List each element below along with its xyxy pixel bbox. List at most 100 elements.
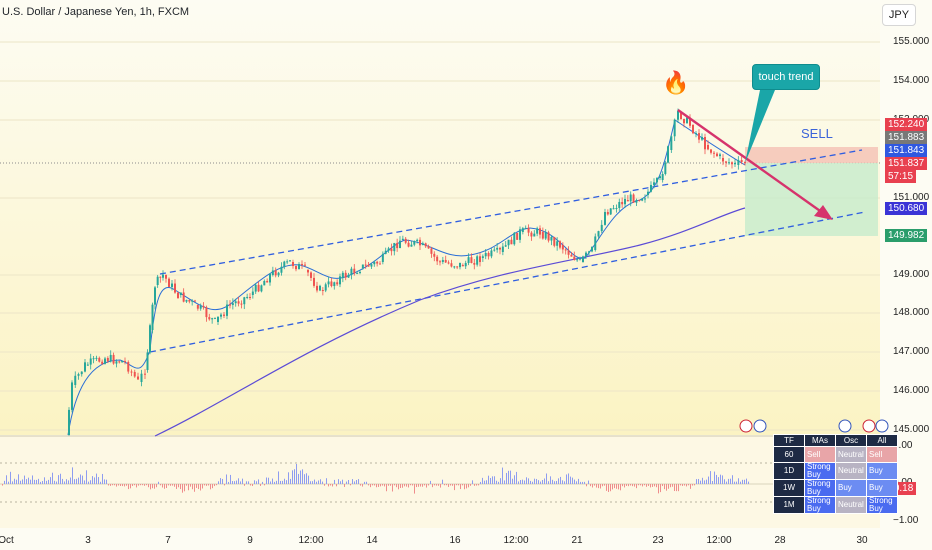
histogram-bar — [630, 484, 631, 486]
cell-tf: 1W — [773, 479, 805, 497]
histogram-bar — [230, 474, 231, 484]
histogram-bar — [390, 484, 391, 486]
currency-button[interactable]: JPY — [882, 4, 916, 26]
symbol-title[interactable]: U.S. Dollar / Japanese Yen, 1h, FXCM — [2, 6, 190, 18]
histogram-bar — [502, 467, 503, 484]
histogram-bar — [30, 479, 31, 484]
candle-body — [106, 358, 109, 362]
histogram-bar — [558, 478, 559, 484]
histogram-bar — [196, 484, 197, 488]
histogram-bar — [290, 478, 291, 484]
histogram-bar — [678, 484, 679, 492]
candle-body — [507, 239, 510, 246]
table-row: 1M Strong Buy Neutral Strong Buy — [773, 496, 898, 514]
candle-body — [626, 200, 629, 202]
candle-body — [86, 364, 89, 366]
histogram-bar — [88, 481, 89, 484]
histogram-bar — [712, 481, 713, 484]
candle-body — [632, 194, 635, 203]
candle-body — [513, 232, 516, 245]
candle-body — [421, 243, 424, 245]
candle-body — [387, 248, 390, 251]
histogram-bar — [22, 479, 23, 484]
candle-body — [341, 272, 344, 278]
histogram-bar — [662, 484, 663, 487]
histogram-bar — [406, 484, 407, 487]
ma-slow — [154, 207, 746, 437]
histogram-bar — [620, 484, 621, 491]
histogram-bar — [254, 480, 255, 484]
histogram-bar — [708, 476, 709, 484]
touch-trend-callout[interactable]: touch trend — [752, 64, 820, 90]
histogram-bar — [550, 476, 551, 484]
histogram-bar — [370, 484, 371, 488]
histogram-bar — [372, 484, 373, 486]
callout-pointer — [745, 90, 775, 163]
histogram-bar — [556, 480, 557, 484]
histogram-bar — [108, 484, 109, 486]
price-label-target: 149.982 — [885, 229, 928, 242]
histogram-bar — [670, 484, 671, 488]
candle-body — [600, 224, 603, 232]
histogram-bar — [316, 481, 317, 484]
candle-body — [473, 263, 476, 265]
candle-body — [196, 305, 199, 309]
histogram-bar — [634, 484, 635, 487]
histogram-bar — [650, 484, 651, 488]
candle-body — [667, 146, 669, 163]
candle-body — [367, 264, 370, 267]
histogram-bar — [346, 481, 347, 484]
jp-flag-icon — [862, 419, 876, 433]
histogram-bar — [368, 484, 369, 486]
candle-body — [229, 304, 231, 306]
candle-body — [223, 314, 225, 316]
candle-body — [339, 276, 341, 285]
histogram-bar — [726, 481, 727, 484]
candle-body — [521, 228, 524, 232]
candle-body — [547, 232, 550, 241]
histogram-bar — [104, 479, 105, 484]
histogram-bar — [430, 480, 431, 484]
histogram-bar — [654, 484, 655, 487]
time-tick: 16 — [449, 535, 461, 546]
histogram-bar — [48, 479, 49, 484]
candle-body — [390, 248, 393, 252]
candle-body — [127, 362, 130, 372]
sell-label[interactable]: SELL — [801, 126, 833, 141]
histogram-bar — [258, 479, 259, 484]
candle-body — [467, 257, 470, 263]
histogram-bar — [660, 484, 661, 493]
candle-body — [447, 262, 450, 264]
histogram-bar — [718, 477, 719, 484]
histogram-bar — [486, 480, 487, 484]
candle-body — [361, 264, 364, 268]
cell-tf: 60 — [773, 446, 805, 463]
histogram-bar — [216, 484, 217, 486]
cell-all: Buy — [866, 479, 898, 497]
candle-body — [68, 409, 70, 435]
candle-body — [436, 256, 439, 262]
candle-body — [208, 317, 211, 320]
candle-body — [484, 252, 487, 257]
cell-tf: 1M — [773, 496, 805, 514]
candle-body — [481, 256, 484, 258]
candle-body — [689, 117, 691, 126]
histogram-bar — [128, 484, 129, 490]
candle-body — [504, 245, 507, 247]
histogram-bar — [2, 484, 3, 486]
technicals-table[interactable]: TF MAs Osc All 60 Sell Neutral Sell 1D S… — [773, 434, 898, 514]
candle-body — [80, 371, 83, 375]
candle-body — [283, 261, 286, 267]
histogram-bar — [86, 470, 87, 484]
table-row: 1D Strong Buy Neutral Buy — [773, 462, 898, 480]
histogram-bar — [248, 481, 249, 484]
histogram-bar — [542, 480, 543, 484]
candle-body — [381, 253, 384, 262]
candle-body — [211, 318, 214, 320]
histogram-bar — [714, 471, 715, 484]
histogram-bar — [524, 480, 525, 484]
histogram-bar — [310, 481, 311, 484]
histogram-bar — [74, 479, 75, 484]
histogram-bar — [326, 478, 327, 484]
